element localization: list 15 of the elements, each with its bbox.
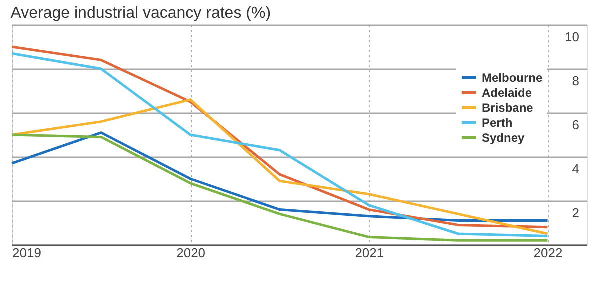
y-tick-label: 8 [572, 74, 580, 88]
x-tick-label: 2019 [12, 246, 42, 260]
legend-label: Brisbane [482, 101, 534, 115]
legend-label: Sydney [482, 131, 526, 145]
legend-label: Melbourne [482, 71, 543, 85]
y-tick-label: 10 [565, 30, 580, 44]
chart-title: Average industrial vacancy rates (%) [10, 5, 272, 22]
legend-label: Adelaide [482, 86, 532, 100]
y-tick-label: 4 [572, 162, 580, 176]
x-tick-label: 2020 [176, 246, 206, 260]
x-tick-label: 2022 [534, 246, 563, 260]
y-tick-label: 2 [572, 206, 580, 220]
y-tick-label: 6 [572, 118, 580, 132]
x-tick-label: 2021 [355, 246, 384, 260]
legend-label: Perth [482, 116, 513, 130]
